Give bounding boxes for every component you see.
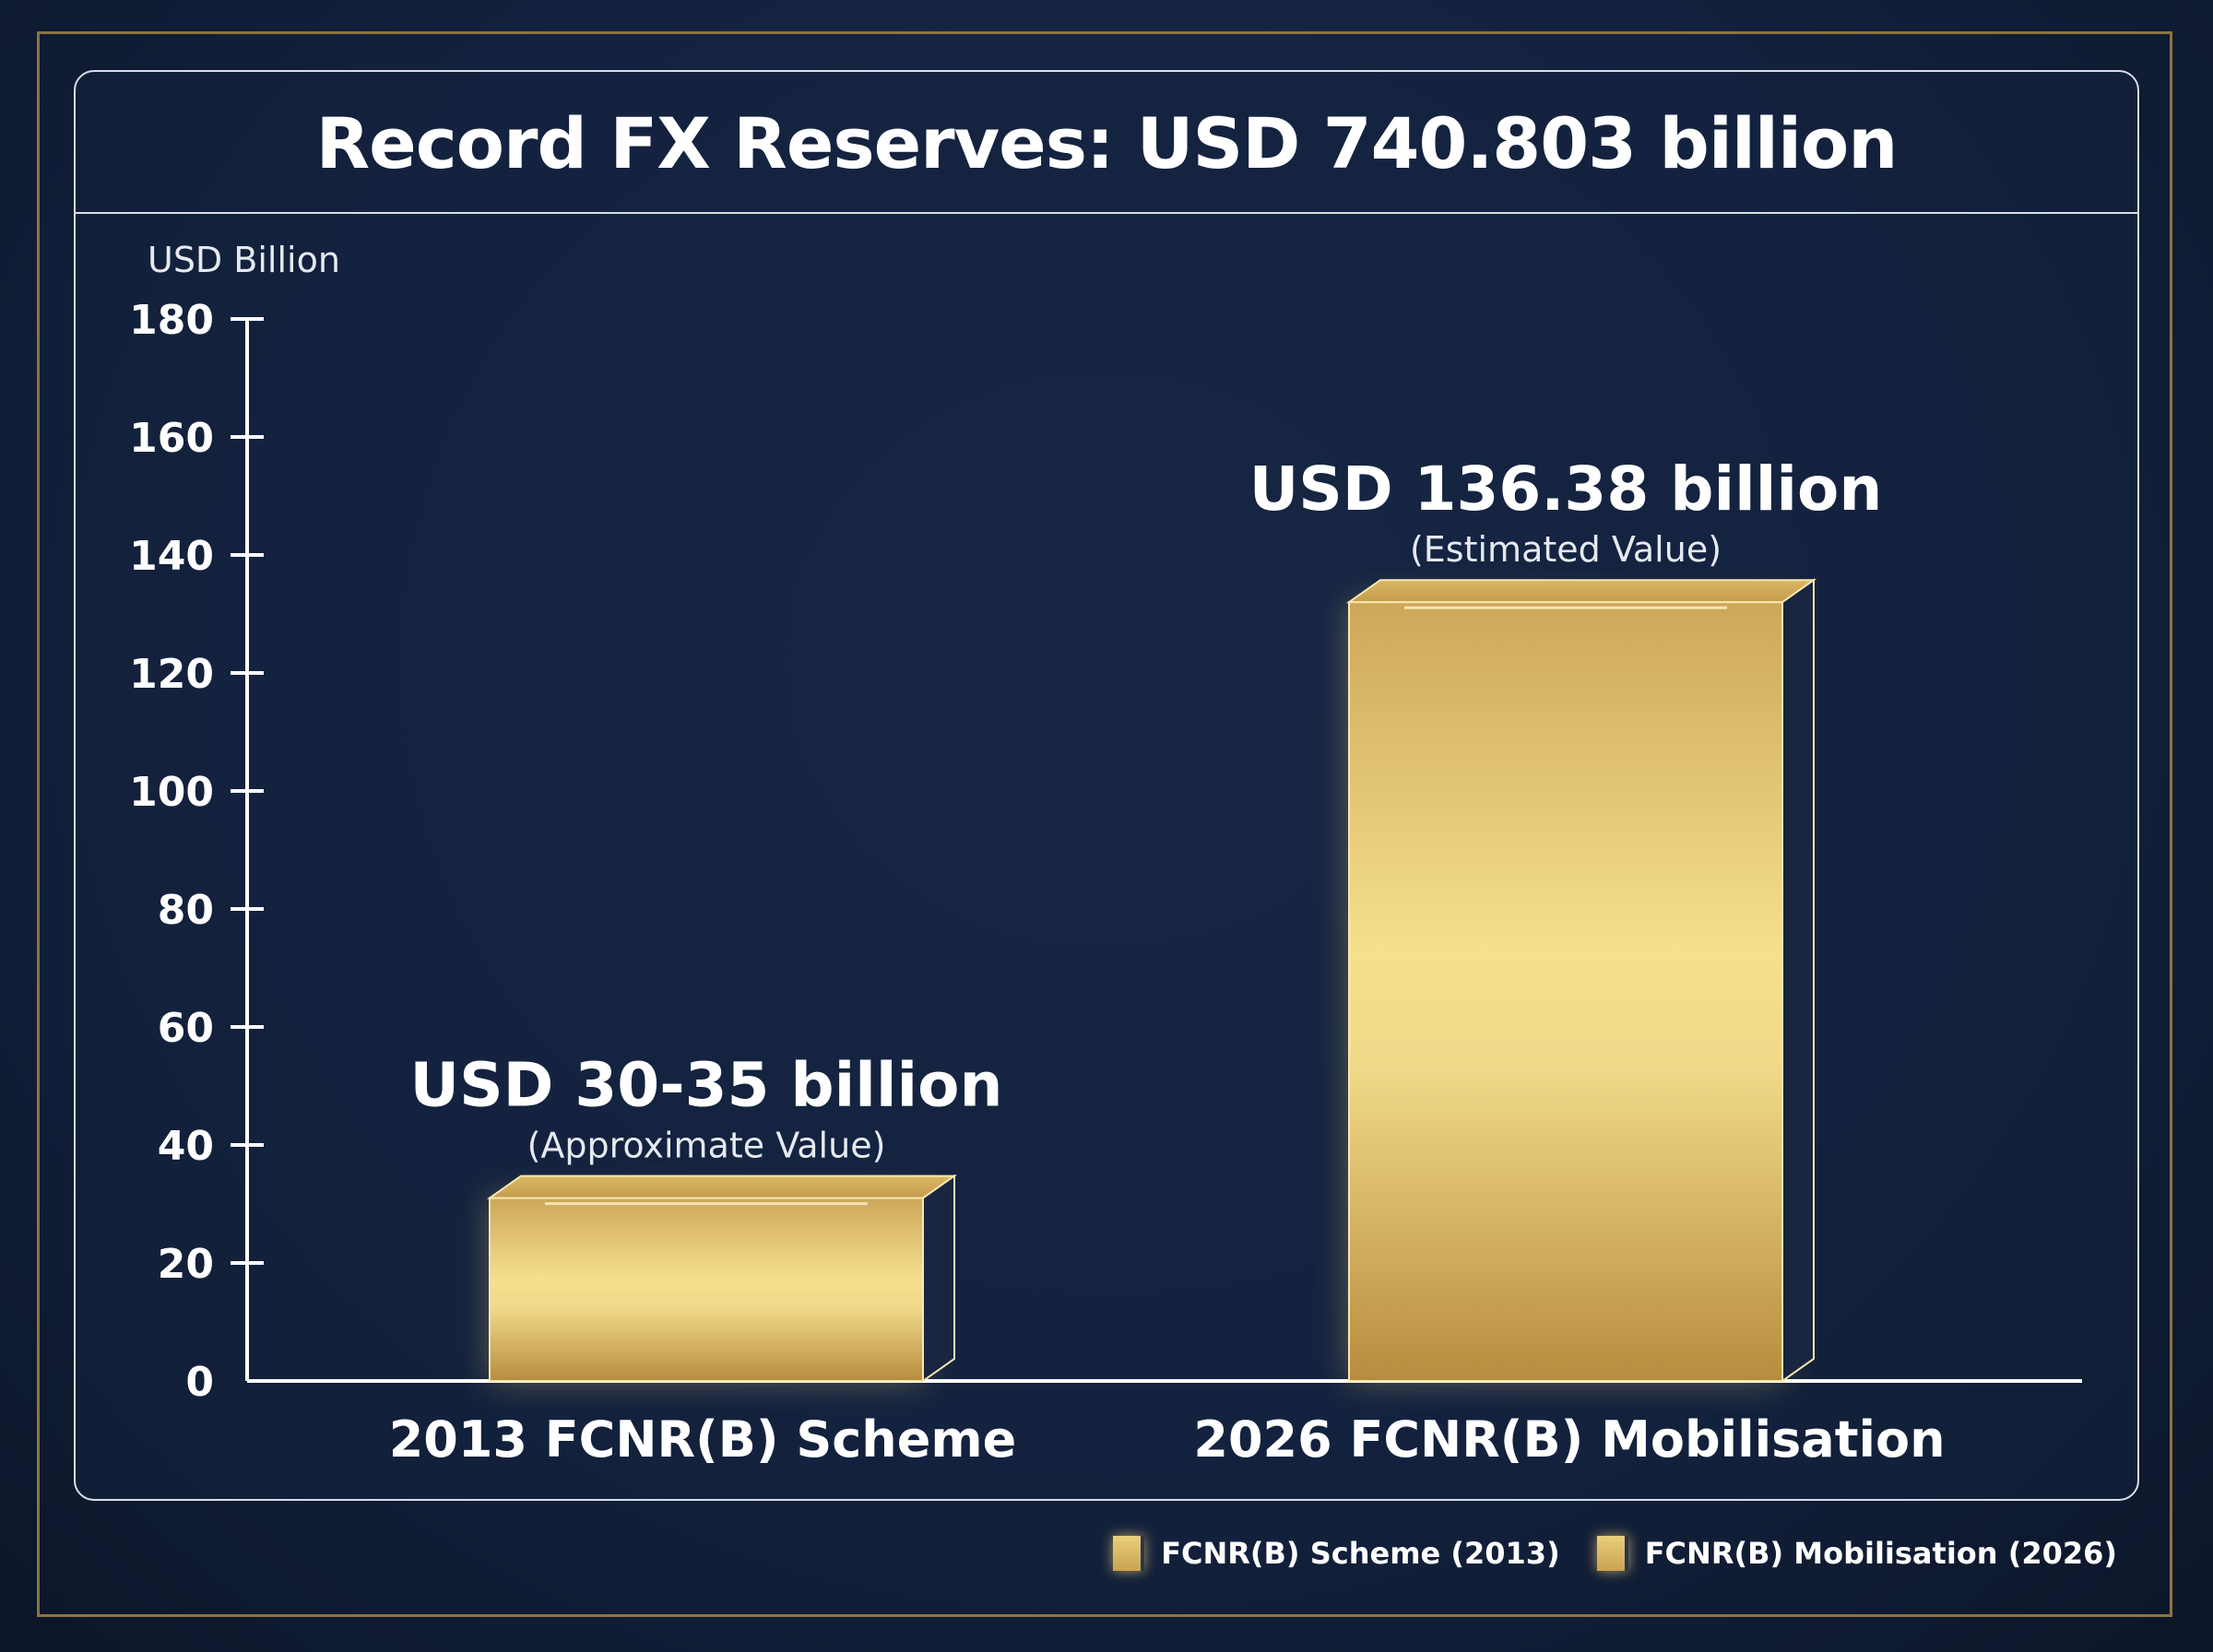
- outer-frame: [37, 31, 2172, 1617]
- y-axis-unit-label: USD Billion: [148, 240, 340, 280]
- bar: [489, 1197, 924, 1382]
- legend-item-2013: FCNR(B) Scheme (2013): [1113, 1536, 1560, 1571]
- bar-side-face: [922, 1174, 955, 1383]
- bars: [486, 578, 1817, 1383]
- y-tick-label: 60: [158, 1005, 214, 1052]
- y-tick-label: 100: [129, 769, 214, 816]
- y-tick-label: 120: [129, 651, 214, 698]
- y-tick-label: 80: [158, 887, 214, 934]
- bar-value-sublabel: (Estimated Value): [1410, 529, 1722, 570]
- legend-item-2026: FCNR(B) Mobilisation (2026): [1596, 1536, 2117, 1571]
- x-category-label: 2026 FCNR(B) Mobilisation: [1193, 1410, 1945, 1469]
- legend: FCNR(B) Scheme (2013) FCNR(B) Mobilisati…: [1113, 1536, 2117, 1571]
- bar-top-face: [1345, 579, 1817, 604]
- y-tick-label: 140: [129, 533, 214, 580]
- y-tick-label: 160: [129, 415, 214, 462]
- labels: USD 30-35 billion (Approximate Value) 2013…: [389, 454, 1946, 1469]
- y-tick-label: 0: [185, 1359, 214, 1406]
- bar: [1348, 601, 1783, 1382]
- legend-label-2013: FCNR(B) Scheme (2013): [1161, 1536, 1560, 1571]
- chart-title: Record FX Reserves: USD 740.803 billion: [315, 102, 1899, 184]
- y-tick-label: 40: [158, 1123, 214, 1170]
- bar-value-label: USD 30-35 billion: [409, 1050, 1002, 1121]
- bar-top-face: [486, 1174, 958, 1199]
- y-tick-label: 20: [158, 1241, 214, 1288]
- bar-value-label: USD 136.38 billion: [1249, 454, 1883, 525]
- legend-swatch-2013: [1113, 1536, 1145, 1571]
- legend-swatch-2026: [1596, 1536, 1628, 1571]
- y-tick-label: 180: [129, 297, 214, 344]
- bar-value-sublabel: (Approximate Value): [527, 1126, 886, 1166]
- title-divider: [76, 212, 2137, 214]
- x-category-label: 2013 FCNR(B) Scheme: [389, 1410, 1017, 1469]
- legend-label-2026: FCNR(B) Mobilisation (2026): [1644, 1536, 2117, 1571]
- bar-side-face: [1781, 578, 1815, 1383]
